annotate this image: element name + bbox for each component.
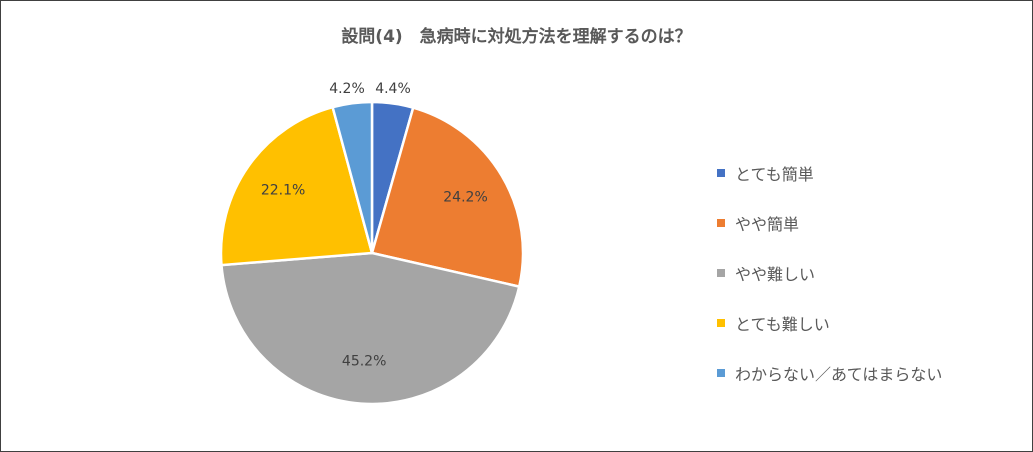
legend-swatch — [717, 169, 725, 177]
legend-item-3: やや難しい — [717, 248, 942, 298]
pie-slice-4 — [219, 105, 374, 267]
chart-title: 設問(4) 急病時に対処方法を理解するのは？ — [341, 27, 692, 47]
pie-slice-5 — [331, 100, 374, 254]
pie-slice-2 — [370, 106, 525, 289]
data-label-4: 22.1% — [261, 182, 305, 198]
legend-swatch — [717, 219, 725, 227]
legend-swatch — [717, 369, 725, 377]
legend-label: やや難しい — [735, 265, 816, 284]
data-label-3: 45.2% — [342, 353, 386, 369]
legend: とても簡単やや簡単やや難しいとても難しいわからない／あてはまらない — [717, 148, 942, 398]
data-label-2: 24.2% — [443, 190, 487, 206]
legend-swatch — [717, 319, 725, 327]
legend-label: わからない／あてはまらない — [735, 365, 943, 384]
legend-label: やや簡単 — [735, 215, 800, 234]
data-label-1: 4.4% — [375, 81, 411, 97]
legend-label: とても簡単 — [735, 165, 814, 184]
data-label-5: 4.2% — [329, 81, 365, 97]
legend-item-2: やや簡単 — [717, 198, 942, 248]
legend-label: とても難しい — [735, 315, 830, 334]
legend-item-1: とても簡単 — [717, 148, 942, 198]
legend-item-5: わからない／あてはまらない — [717, 348, 942, 398]
legend-swatch — [717, 269, 725, 277]
legend-item-4: とても難しい — [717, 298, 942, 348]
pie-slice-3 — [220, 251, 521, 406]
